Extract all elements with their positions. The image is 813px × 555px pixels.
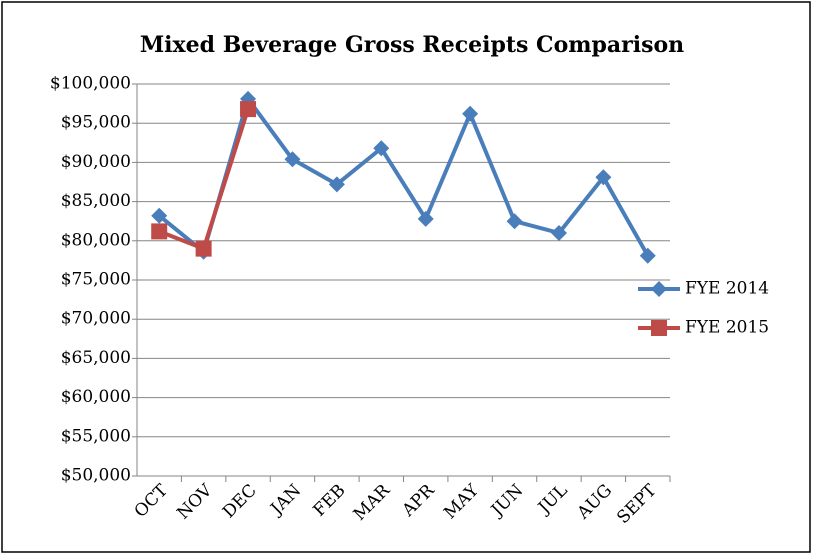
data-point <box>151 223 168 240</box>
data-point <box>639 247 656 264</box>
data-point <box>462 105 479 122</box>
data-point <box>506 213 523 230</box>
series-line <box>157 96 650 257</box>
y-tick-label: $55,000 <box>61 426 131 446</box>
y-tick-label: $90,000 <box>61 152 131 172</box>
data-point <box>195 240 212 257</box>
chart-title: Mixed Beverage Gross Receipts Comparison <box>140 32 684 58</box>
y-tick-label: $60,000 <box>61 387 131 407</box>
data-point <box>373 140 390 157</box>
y-tick-label: $50,000 <box>61 466 131 486</box>
data-point <box>417 210 434 227</box>
legend-marker <box>651 320 667 336</box>
data-point <box>240 101 257 118</box>
y-tick-label: $80,000 <box>61 230 131 250</box>
legend-label: FYE 2014 <box>685 279 769 299</box>
y-tick-label: $95,000 <box>61 113 131 133</box>
y-tick-label: $75,000 <box>61 270 131 290</box>
y-tick-label: $85,000 <box>61 191 131 211</box>
legend-label: FYE 2015 <box>685 318 769 338</box>
data-point <box>550 224 567 241</box>
y-tick-label: $100,000 <box>50 74 131 94</box>
data-point <box>151 207 168 224</box>
data-point <box>284 151 301 168</box>
y-tick-label: $65,000 <box>61 348 131 368</box>
legend-marker <box>651 281 667 297</box>
data-point <box>328 176 345 193</box>
y-tick-label: $70,000 <box>61 309 131 329</box>
data-point <box>595 169 612 186</box>
